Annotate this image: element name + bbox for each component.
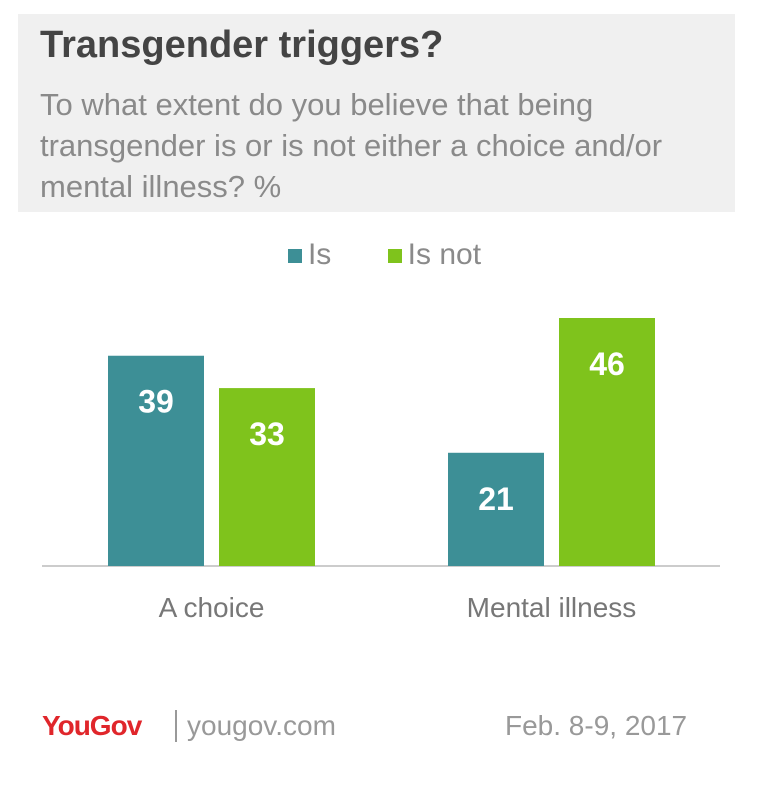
chart-subtitle: To what extent do you believe that being… — [40, 87, 663, 204]
legend-item-is: Is — [287, 238, 331, 271]
bar-is — [448, 452, 544, 566]
yougov-logo: YouGov — [42, 710, 142, 741]
bar-is-not — [219, 388, 315, 566]
date-label: Feb. 8-9, 2017 — [505, 710, 688, 741]
header-panel: Transgender triggers? To what extent do … — [18, 14, 735, 212]
data-label: 33 — [249, 416, 285, 452]
category-label: Mental illness — [467, 592, 637, 623]
data-label: 46 — [589, 346, 625, 382]
data-label: 21 — [478, 481, 514, 517]
legend: Is Is not — [0, 238, 769, 272]
bar-chart: 39 33 A choice 21 46 Mental illness — [42, 318, 720, 623]
bar-is-not — [559, 318, 655, 566]
legend-item-is-not: Is not — [387, 238, 481, 271]
category-label: A choice — [159, 592, 265, 623]
bar-is — [108, 355, 204, 566]
data-label: 39 — [138, 384, 174, 420]
chart-title: Transgender triggers? — [40, 24, 444, 66]
site-link[interactable]: yougov.com — [175, 710, 336, 742]
